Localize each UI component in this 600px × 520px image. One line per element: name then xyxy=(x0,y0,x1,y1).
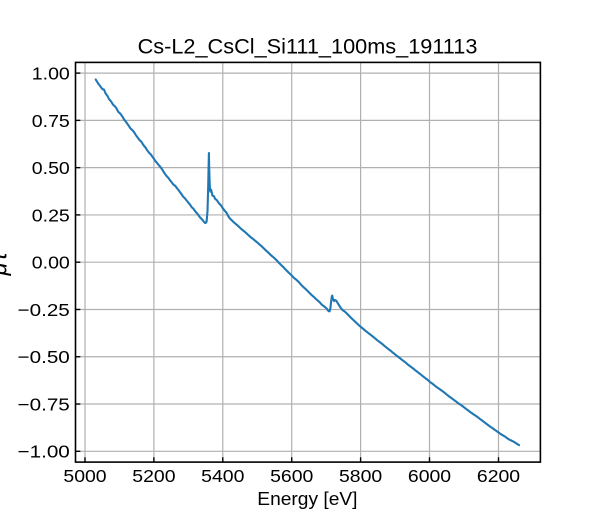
svg-text:6200: 6200 xyxy=(477,466,520,486)
svg-text:μt: μt xyxy=(0,250,12,277)
svg-text:−0.50: −0.50 xyxy=(18,347,70,367)
svg-text:5800: 5800 xyxy=(339,466,382,486)
svg-text:5000: 5000 xyxy=(63,466,106,486)
svg-text:1.00: 1.00 xyxy=(32,63,70,83)
svg-text:5200: 5200 xyxy=(132,466,175,486)
svg-text:5600: 5600 xyxy=(270,466,313,486)
svg-text:Cs-L2_CsCl_Si111_100ms_191113: Cs-L2_CsCl_Si111_100ms_191113 xyxy=(138,35,478,58)
svg-text:0.50: 0.50 xyxy=(32,158,70,178)
svg-text:5400: 5400 xyxy=(201,466,244,486)
svg-text:0.00: 0.00 xyxy=(32,252,70,272)
svg-text:−0.25: −0.25 xyxy=(18,300,70,320)
svg-text:Energy [eV]: Energy [eV] xyxy=(257,488,357,508)
svg-text:6000: 6000 xyxy=(408,466,451,486)
svg-text:0.25: 0.25 xyxy=(32,205,70,225)
svg-text:−1.00: −1.00 xyxy=(18,442,70,462)
svg-text:0.75: 0.75 xyxy=(32,110,70,130)
svg-text:−0.75: −0.75 xyxy=(18,395,70,415)
